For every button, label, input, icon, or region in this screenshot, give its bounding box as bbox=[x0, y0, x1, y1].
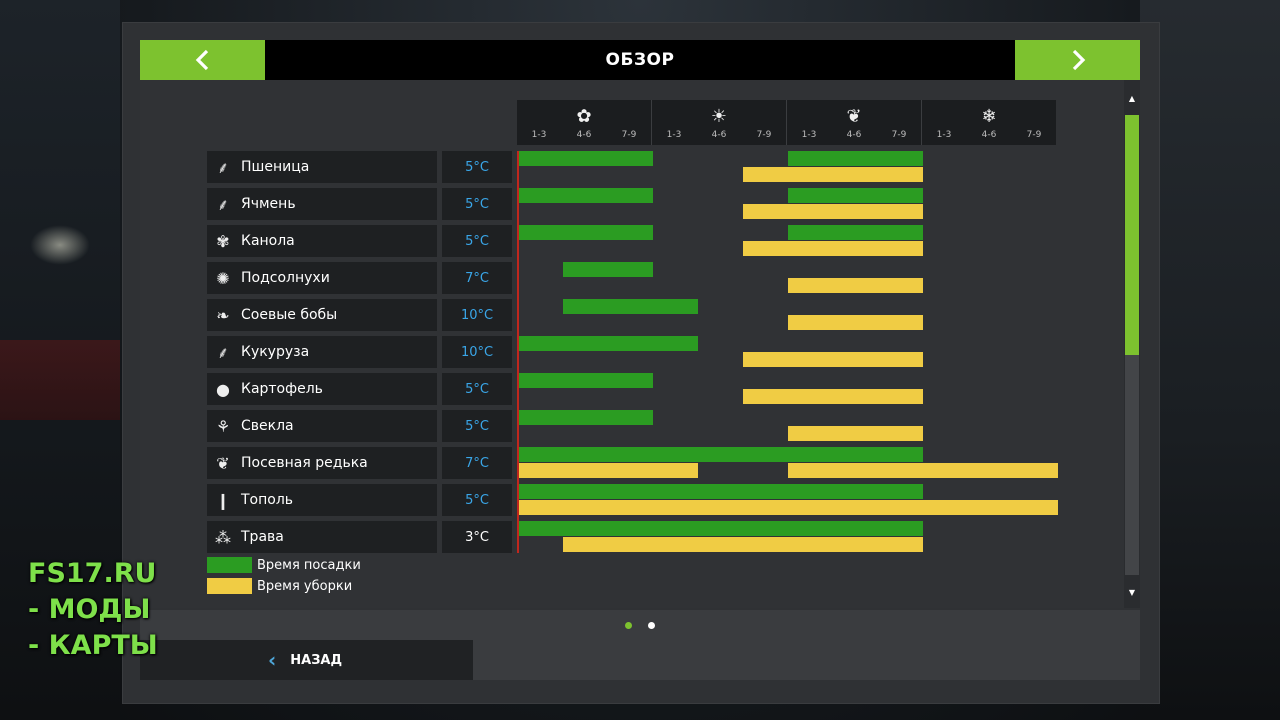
winter-snowflake-icon: ❄ bbox=[981, 105, 997, 127]
season-divider bbox=[651, 100, 652, 145]
pagination-bar bbox=[140, 610, 1140, 640]
crop-min-temp: 5°C bbox=[442, 188, 512, 220]
period-label: 7-9 bbox=[1026, 130, 1042, 140]
crop-name: Посевная редька bbox=[241, 455, 368, 471]
crop-name: Соевые бобы bbox=[241, 307, 338, 323]
canola-icon: ✾ bbox=[216, 231, 230, 251]
scroll-up-arrow-icon[interactable]: ▲ bbox=[1128, 93, 1136, 103]
crop-row[interactable]: ❦ Посевная редька bbox=[207, 447, 437, 479]
crop-row[interactable]: ⸙ Пшеница bbox=[207, 151, 437, 183]
oilseed-radish-icon: ❦ bbox=[216, 453, 230, 473]
poplar-icon: ❙ bbox=[216, 490, 230, 510]
page-dot-2[interactable] bbox=[648, 622, 655, 629]
background-tractor bbox=[0, 340, 120, 420]
legend-harvest-label: Время уборки bbox=[257, 579, 353, 594]
period-label: 7-9 bbox=[756, 130, 772, 140]
background-lamp bbox=[30, 225, 90, 265]
crop-name: Свекла bbox=[241, 418, 294, 434]
corn-icon: ⸙ bbox=[216, 343, 229, 362]
crop-row[interactable]: ⸙ Кукуруза bbox=[207, 336, 437, 368]
crop-row[interactable]: ● Картофель bbox=[207, 373, 437, 405]
footer-bar bbox=[473, 640, 1140, 680]
period-label: 1-3 bbox=[666, 130, 682, 140]
watermark-line-3: - КАРТЫ bbox=[28, 630, 158, 661]
crop-name: Ячмень bbox=[241, 196, 296, 212]
crop-row[interactable]: ⁂ Трава bbox=[207, 521, 437, 553]
crop-min-temp: 7°C bbox=[442, 262, 512, 294]
watermark-line-2: - МОДЫ bbox=[28, 594, 151, 625]
crop-min-temp: 3°C bbox=[442, 521, 512, 553]
crop-min-temp: 5°C bbox=[442, 151, 512, 183]
scrollbar-thumb[interactable] bbox=[1125, 115, 1139, 355]
season-header: ❦ 1-3 4-6 7-9 bbox=[787, 100, 921, 145]
crop-name: Канола bbox=[241, 233, 295, 249]
crop-row[interactable]: ❙ Тополь bbox=[207, 484, 437, 516]
period-label: 4-6 bbox=[711, 130, 727, 140]
wheat-icon: ⸙ bbox=[216, 158, 229, 177]
crop-name: Тополь bbox=[241, 492, 294, 508]
season-header: ✿ 1-3 4-6 7-9 bbox=[517, 100, 651, 145]
page-title: ОБЗОР bbox=[605, 50, 675, 70]
scroll-down-arrow-icon[interactable]: ▼ bbox=[1128, 587, 1136, 597]
legend-harvest-swatch bbox=[207, 578, 252, 594]
season-header: ☀ 1-3 4-6 7-9 bbox=[652, 100, 786, 145]
barley-icon: ⸙ bbox=[216, 195, 229, 214]
watermark-line-1: FS17.RU bbox=[28, 558, 157, 589]
potato-icon: ● bbox=[216, 379, 230, 399]
back-button[interactable]: ‹ НАЗАД bbox=[140, 640, 473, 680]
crop-min-temp: 5°C bbox=[442, 410, 512, 442]
crop-min-temp: 10°C bbox=[442, 336, 512, 368]
crop-row[interactable]: ❧ Соевые бобы bbox=[207, 299, 437, 331]
period-label: 4-6 bbox=[576, 130, 592, 140]
chevron-left-icon: ‹ bbox=[268, 648, 277, 672]
autumn-leaf-icon: ❦ bbox=[846, 105, 862, 127]
crop-min-temp: 5°C bbox=[442, 373, 512, 405]
page-dot-1[interactable] bbox=[625, 622, 632, 629]
grass-icon: ⁂ bbox=[215, 527, 231, 547]
crop-min-temp: 5°C bbox=[442, 484, 512, 516]
legend-planting-label: Время посадки bbox=[257, 558, 361, 573]
crop-row[interactable]: ⸙ Ячмень bbox=[207, 188, 437, 220]
chevron-left-icon bbox=[195, 49, 208, 71]
period-label: 1-3 bbox=[936, 130, 952, 140]
sunflower-icon: ✺ bbox=[216, 268, 230, 288]
crop-row[interactable]: ✾ Канола bbox=[207, 225, 437, 257]
chevron-right-icon bbox=[1072, 49, 1085, 71]
legend-planting-swatch bbox=[207, 557, 252, 573]
crop-name: Пшеница bbox=[241, 159, 310, 175]
season-divider bbox=[786, 100, 787, 145]
crop-name: Подсолнухи bbox=[241, 270, 330, 286]
period-label: 7-9 bbox=[621, 130, 637, 140]
season-header: ❄ 1-3 4-6 7-9 bbox=[922, 100, 1056, 145]
crop-name: Картофель bbox=[241, 381, 323, 397]
crop-row[interactable]: ⚘ Свекла bbox=[207, 410, 437, 442]
period-label: 4-6 bbox=[981, 130, 997, 140]
crop-name: Кукуруза bbox=[241, 344, 310, 360]
crop-min-temp: 7°C bbox=[442, 447, 512, 479]
prev-page-button[interactable] bbox=[140, 40, 265, 80]
period-label: 4-6 bbox=[846, 130, 862, 140]
period-label: 7-9 bbox=[891, 130, 907, 140]
season-divider bbox=[921, 100, 922, 145]
soybean-icon: ❧ bbox=[216, 305, 230, 325]
period-label: 1-3 bbox=[531, 130, 547, 140]
crop-min-temp: 10°C bbox=[442, 299, 512, 331]
background-right bbox=[1140, 0, 1280, 720]
crop-row[interactable]: ✺ Подсолнухи bbox=[207, 262, 437, 294]
sugarbeet-icon: ⚘ bbox=[215, 416, 231, 436]
next-page-button[interactable] bbox=[1015, 40, 1140, 80]
watermark: FS17.RU - МОДЫ - КАРТЫ bbox=[28, 556, 158, 664]
spring-flower-icon: ✿ bbox=[576, 105, 592, 127]
period-label: 1-3 bbox=[801, 130, 817, 140]
crop-min-temp: 5°C bbox=[442, 225, 512, 257]
summer-sun-icon: ☀ bbox=[710, 105, 728, 127]
crop-name: Трава bbox=[241, 529, 284, 545]
back-button-label: НАЗАД bbox=[290, 652, 343, 668]
header-bar bbox=[140, 40, 1140, 80]
